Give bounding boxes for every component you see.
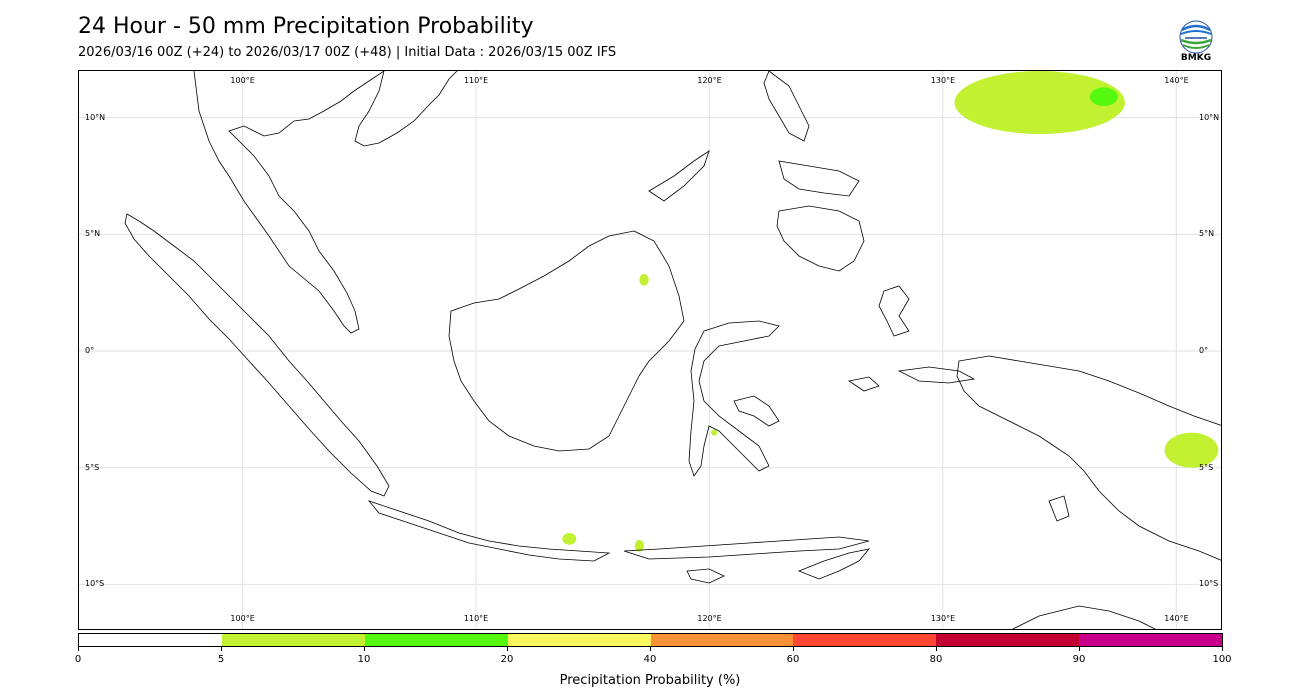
colorbar-tick-label: 5	[217, 654, 225, 665]
lat-label-right: 5°S	[1199, 462, 1214, 472]
colorbar-tick-label: 0	[74, 654, 82, 665]
coast-sumba	[686, 568, 725, 584]
lat-label-right: 5°N	[1199, 229, 1215, 239]
colorbar-tick-label: 80	[929, 654, 943, 665]
lon-label-top: 140°E	[1164, 76, 1189, 85]
lon-label-top: 120°E	[697, 76, 722, 85]
bmkg-globe-icon	[1179, 20, 1213, 54]
lon-label-bottom: 130°E	[930, 614, 956, 623]
lat-label-left: 10°S	[85, 579, 105, 589]
coast-mainland	[193, 71, 385, 334]
colorbar-tick	[1079, 647, 1080, 651]
colorbar-tick	[78, 647, 79, 651]
precip-area-sulawesi-spot	[711, 429, 718, 436]
lat-label-left: 0°	[85, 346, 95, 355]
colorbar-tick	[364, 647, 365, 651]
colorbar-tick	[507, 647, 508, 651]
colorbar-tick	[1222, 647, 1223, 651]
lat-label-right: 10°N	[1199, 112, 1220, 122]
logo-text: BMKG	[1180, 53, 1212, 63]
lat-label-right: 0°	[1199, 346, 1209, 355]
coast-buru	[847, 376, 880, 392]
map-panel[interactable]: 100°E 100°E 110°E 110°E 120°E 120°E 130°E 130°E…	[78, 70, 1222, 630]
colorbar-tick-label: 60	[786, 654, 800, 665]
coast-luzon	[763, 71, 810, 142]
coast-indochina	[354, 71, 458, 147]
coastlines	[124, 71, 1221, 629]
colorbar-segment	[1079, 634, 1222, 646]
colorbar-tick-label: 100	[1212, 654, 1232, 665]
precipitation-areas	[562, 71, 1219, 552]
gridlines	[79, 71, 1221, 629]
colorbar-segment	[793, 634, 937, 646]
colorbar-segment	[507, 634, 651, 646]
coast-java	[367, 500, 611, 562]
coast-palawan	[648, 150, 710, 202]
colorbar-segment	[936, 634, 1080, 646]
colorbar-tick-label: 90	[1072, 654, 1086, 665]
lon-label-top: 100°E	[230, 76, 255, 85]
colorbar-segment	[364, 634, 508, 646]
coast-new-guinea	[956, 355, 1221, 561]
precipitation-map	[79, 71, 1221, 629]
colorbar-tick	[793, 647, 794, 651]
precip-area-lesser-sunda-spot	[634, 540, 644, 552]
coast-borneo	[448, 230, 685, 452]
coast-seram	[897, 366, 976, 384]
lat-label-left: 10°N	[85, 112, 106, 122]
coast-sumatra	[124, 213, 390, 497]
page-subtitle: 2026/03/16 00Z (+24) to 2026/03/17 00Z (…	[78, 45, 617, 60]
lon-label-bottom: 140°E	[1164, 614, 1189, 623]
lat-label-left: 5°S	[85, 462, 100, 472]
bmkg-logo: BMKG	[1174, 18, 1218, 66]
colorbar-tick-label: 40	[643, 654, 657, 665]
lat-label-left: 5°N	[85, 229, 101, 239]
colorbar-tick-label: 20	[500, 654, 514, 665]
coast-sulawesi-se	[733, 395, 780, 427]
lon-label-bottom: 120°E	[697, 614, 722, 623]
lat-label-right: 10°S	[1199, 579, 1219, 589]
coast-lesser-sunda	[623, 536, 870, 560]
colorbar-tick	[936, 647, 937, 651]
colorbar-segment	[650, 634, 794, 646]
lon-label-bottom: 110°E	[463, 614, 489, 623]
colorbar	[78, 633, 1223, 647]
coast-halmahera	[878, 285, 910, 337]
coast-visayas	[778, 160, 860, 197]
coast-mindanao	[776, 205, 865, 272]
colorbar-tick-label: 10	[357, 654, 371, 665]
precip-area-northeast-pacific-core	[1089, 87, 1118, 106]
coast-aru	[1048, 495, 1070, 522]
colorbar-segment	[79, 634, 222, 646]
precip-area-north-kalimantan-spot	[639, 274, 649, 286]
colorbar-segment	[221, 634, 365, 646]
lon-label-top: 110°E	[463, 76, 489, 85]
colorbar-title: Precipitation Probability (%)	[559, 673, 741, 688]
colorbar-tick	[221, 647, 222, 651]
lon-label-top: 130°E	[930, 76, 956, 85]
coast-australia	[1012, 605, 1156, 629]
coast-timor	[797, 548, 871, 580]
page-title: 24 Hour - 50 mm Precipitation Probabilit…	[78, 14, 534, 39]
coast-sulawesi	[688, 320, 780, 477]
precip-area-northeast-pacific-cluster	[954, 71, 1125, 134]
precip-area-east-java-spot	[562, 533, 577, 545]
colorbar-tick	[650, 647, 651, 651]
lon-label-bottom: 100°E	[230, 614, 255, 623]
precip-area-papua-highlands	[1164, 432, 1219, 468]
